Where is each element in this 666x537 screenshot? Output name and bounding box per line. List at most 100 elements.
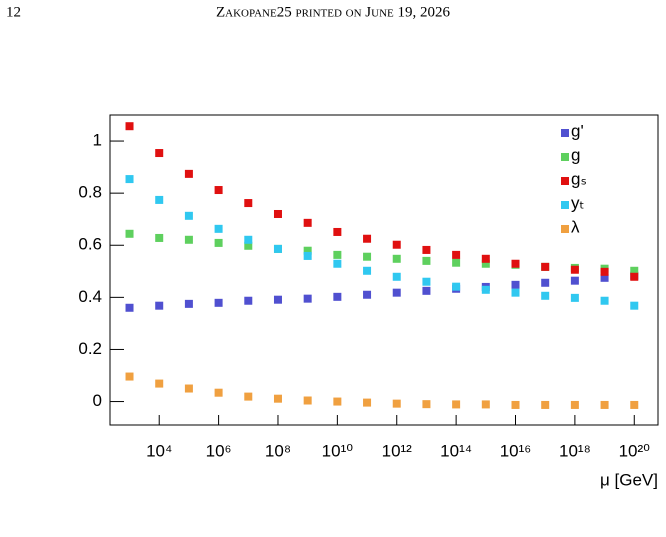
x-tick-label: 10⁶ (206, 441, 232, 460)
point (273, 209, 282, 218)
point (392, 272, 401, 281)
point (630, 400, 639, 409)
legend-label: λ (571, 217, 580, 236)
y-tick-label: 0 (93, 391, 102, 410)
y-tick-label: 0.8 (78, 183, 102, 202)
legend-swatch (561, 225, 569, 233)
point (422, 245, 431, 254)
point (422, 286, 431, 295)
point (273, 244, 282, 253)
point (333, 259, 342, 268)
point (214, 186, 223, 195)
point (481, 254, 490, 263)
point (244, 241, 253, 250)
y-tick-label: 0.2 (78, 339, 102, 358)
point (481, 285, 490, 294)
point (570, 276, 579, 285)
point (600, 296, 609, 305)
point (184, 169, 193, 178)
point (214, 388, 223, 397)
point (511, 288, 520, 297)
legend-swatch (561, 129, 569, 137)
point (214, 238, 223, 247)
point (184, 299, 193, 308)
legend-label: g' (571, 121, 584, 140)
point (481, 259, 490, 268)
point (570, 265, 579, 274)
point (363, 252, 372, 261)
point (333, 397, 342, 406)
x-tick-label: 10¹⁴ (440, 441, 472, 460)
point (303, 246, 312, 255)
point (125, 229, 134, 238)
x-tick-label: 10¹² (382, 441, 413, 460)
y-tick-label: 1 (93, 131, 102, 150)
point (363, 266, 372, 275)
point (481, 400, 490, 409)
y-tick-label: 0.6 (78, 235, 102, 254)
point (214, 224, 223, 233)
point (214, 298, 223, 307)
point (303, 396, 312, 405)
point (303, 294, 312, 303)
point (392, 288, 401, 297)
point (244, 392, 253, 401)
point (570, 400, 579, 409)
point (422, 400, 431, 409)
point (392, 254, 401, 263)
legend-swatch (561, 177, 569, 185)
point (363, 290, 372, 299)
point (600, 267, 609, 276)
point (333, 227, 342, 236)
x-tick-label: 10²⁰ (619, 441, 651, 460)
point (155, 379, 164, 388)
legend-swatch (561, 201, 569, 209)
point (363, 398, 372, 407)
point (184, 211, 193, 220)
point (363, 234, 372, 243)
point (333, 250, 342, 259)
point (511, 280, 520, 289)
x-axis-label: μ [GeV] (600, 470, 658, 489)
x-tick-label: 10⁴ (146, 441, 172, 460)
point (125, 303, 134, 312)
point (392, 240, 401, 249)
point (244, 235, 253, 244)
point (273, 295, 282, 304)
point (422, 277, 431, 286)
point (155, 149, 164, 158)
point (452, 282, 461, 291)
point (333, 292, 342, 301)
point (155, 233, 164, 242)
point (244, 296, 253, 305)
point (273, 394, 282, 403)
legend-swatch (561, 153, 569, 161)
point (452, 250, 461, 259)
point (511, 400, 520, 409)
point (630, 266, 639, 275)
x-tick-label: 10⁸ (265, 441, 291, 460)
page-number: 12 (6, 4, 21, 20)
x-tick-label: 10¹⁶ (500, 441, 532, 460)
plot-frame (109, 114, 659, 426)
point (392, 399, 401, 408)
point (600, 273, 609, 282)
point (184, 384, 193, 393)
point (630, 301, 639, 310)
point (570, 293, 579, 302)
running-title: Zakopane25 printed on June 19, 2026 (216, 4, 450, 20)
point (125, 372, 134, 381)
point (511, 259, 520, 268)
point (303, 251, 312, 260)
point (125, 175, 134, 184)
point (630, 272, 639, 281)
x-tick-label: 10¹⁸ (559, 441, 591, 460)
point (155, 301, 164, 310)
x-tick-label: 10¹⁰ (322, 441, 354, 460)
legend-label: g (571, 145, 580, 164)
y-tick-label: 0.4 (78, 287, 102, 306)
point (155, 195, 164, 204)
point (125, 122, 134, 131)
legend-label: yₜ (571, 193, 585, 212)
